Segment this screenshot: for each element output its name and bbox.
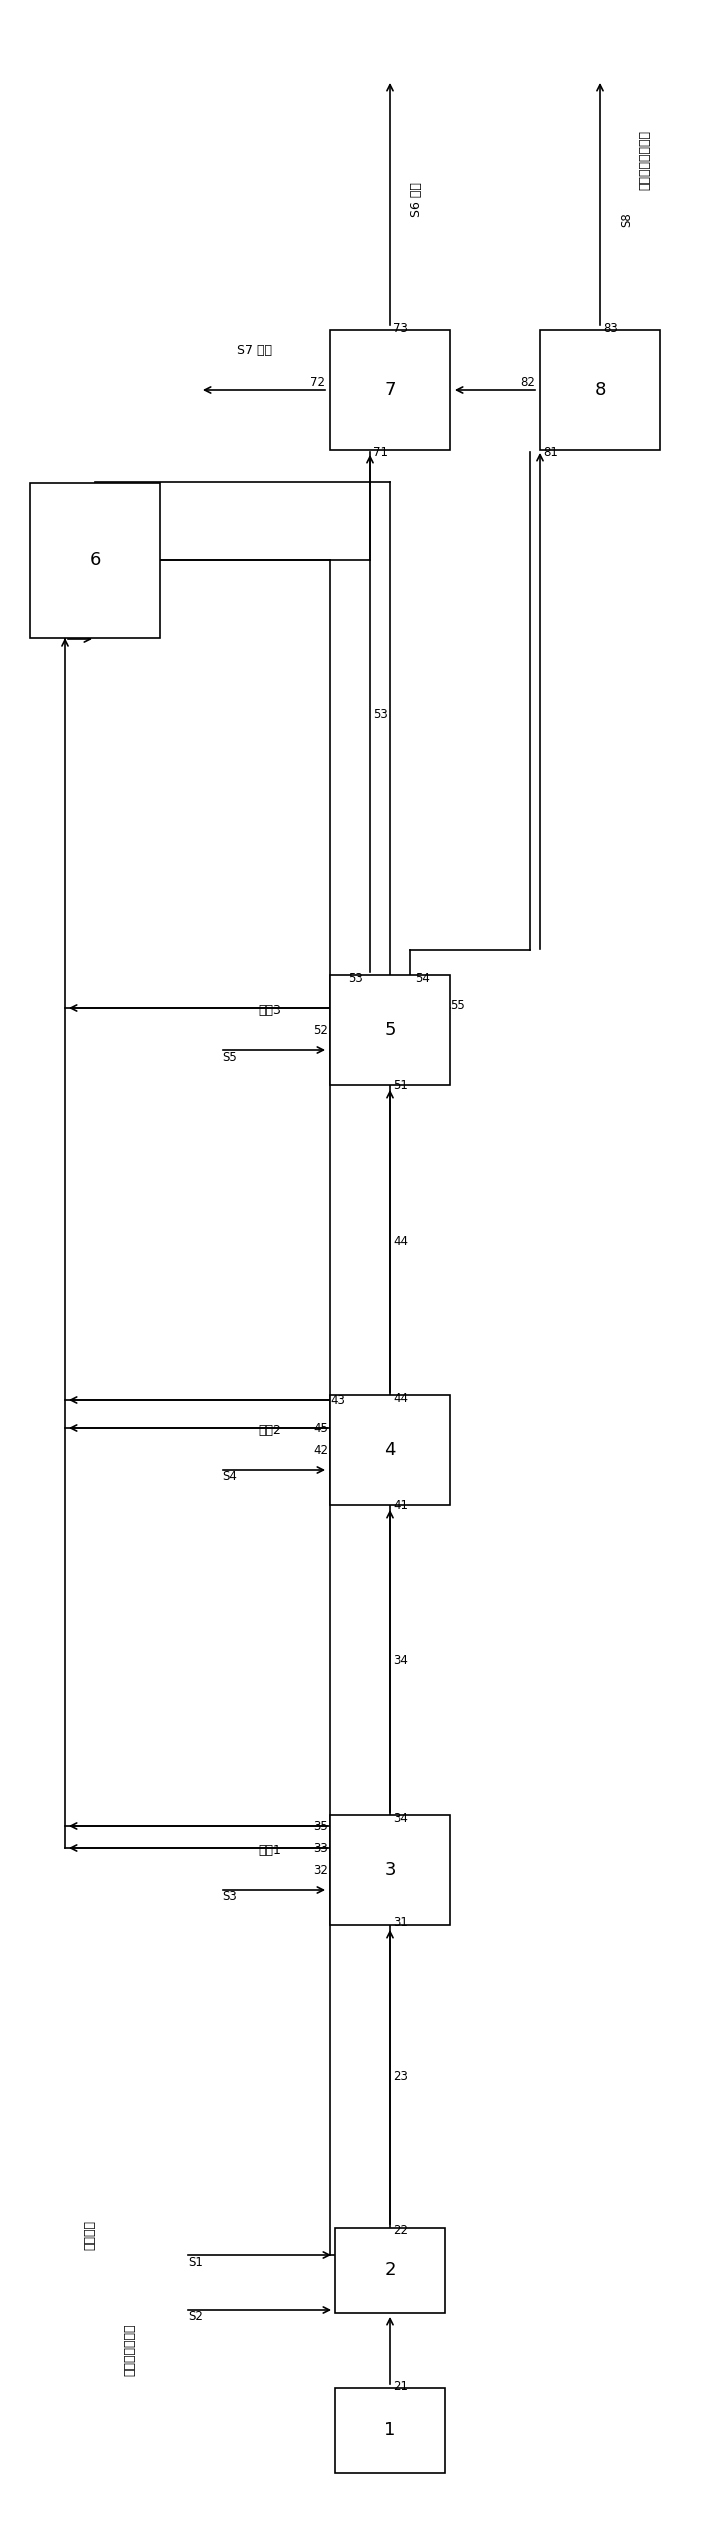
Bar — [330, 975, 450, 1085]
Text: 药剂3: 药剂3 — [258, 1003, 282, 1016]
Text: 32: 32 — [313, 1864, 328, 1876]
Text: 45: 45 — [313, 1421, 328, 1433]
Text: 41: 41 — [393, 1500, 408, 1512]
Text: 71: 71 — [373, 446, 388, 458]
Text: 44: 44 — [393, 1393, 408, 1405]
Text: 6: 6 — [90, 550, 100, 568]
Text: 73: 73 — [393, 321, 408, 334]
Text: 5: 5 — [384, 1021, 396, 1039]
Text: 82: 82 — [520, 374, 535, 390]
Text: 42: 42 — [313, 1444, 328, 1456]
Bar — [335, 2228, 445, 2312]
Text: 23: 23 — [393, 2070, 408, 2083]
Text: 2: 2 — [384, 2261, 396, 2279]
Text: 53: 53 — [348, 973, 363, 985]
Text: 7: 7 — [384, 382, 396, 400]
Text: 4: 4 — [384, 1441, 396, 1459]
Text: 33: 33 — [313, 1841, 328, 1853]
Text: 83: 83 — [603, 321, 618, 334]
Text: S7 污泥: S7 污泥 — [237, 344, 272, 356]
Text: S6 污水: S6 污水 — [410, 183, 423, 216]
Text: S3: S3 — [222, 1892, 237, 1904]
Text: 43: 43 — [330, 1393, 345, 1405]
Text: 药剂1: 药剂1 — [258, 1843, 282, 1856]
Text: 浮渣或活性污泥: 浮渣或活性污泥 — [124, 2324, 136, 2375]
Text: 31: 31 — [393, 1917, 408, 1930]
Text: S2: S2 — [188, 2312, 203, 2324]
Text: 21: 21 — [393, 2381, 408, 2393]
Text: 污泥至干化或外装: 污泥至干化或外装 — [638, 130, 652, 191]
Text: S4: S4 — [222, 1472, 237, 1484]
Text: 1: 1 — [384, 2421, 396, 2439]
Text: 72: 72 — [310, 374, 325, 390]
Text: S1: S1 — [188, 2256, 203, 2268]
Text: S5: S5 — [222, 1051, 237, 1064]
Text: 3: 3 — [384, 1861, 396, 1879]
Text: 44: 44 — [393, 1235, 408, 1248]
Text: 34: 34 — [393, 1813, 408, 1825]
Text: S8: S8 — [620, 214, 633, 227]
Bar — [335, 2388, 445, 2472]
Text: 8: 8 — [594, 382, 606, 400]
Text: 53: 53 — [373, 708, 388, 721]
Bar — [330, 1395, 450, 1505]
Text: 81: 81 — [543, 446, 558, 458]
Text: 34: 34 — [393, 1655, 408, 1668]
Text: 补充热水: 补充热水 — [84, 2220, 97, 2251]
Text: 52: 52 — [313, 1023, 328, 1036]
Text: 51: 51 — [393, 1080, 408, 1092]
Text: 药剂2: 药剂2 — [258, 1423, 282, 1436]
Text: 35: 35 — [313, 1820, 328, 1833]
Text: 55: 55 — [450, 998, 464, 1011]
Bar — [30, 484, 160, 636]
Text: 22: 22 — [393, 2223, 408, 2235]
Text: 54: 54 — [415, 973, 430, 985]
Bar — [330, 331, 450, 451]
Bar — [540, 331, 660, 451]
Bar — [330, 1815, 450, 1925]
